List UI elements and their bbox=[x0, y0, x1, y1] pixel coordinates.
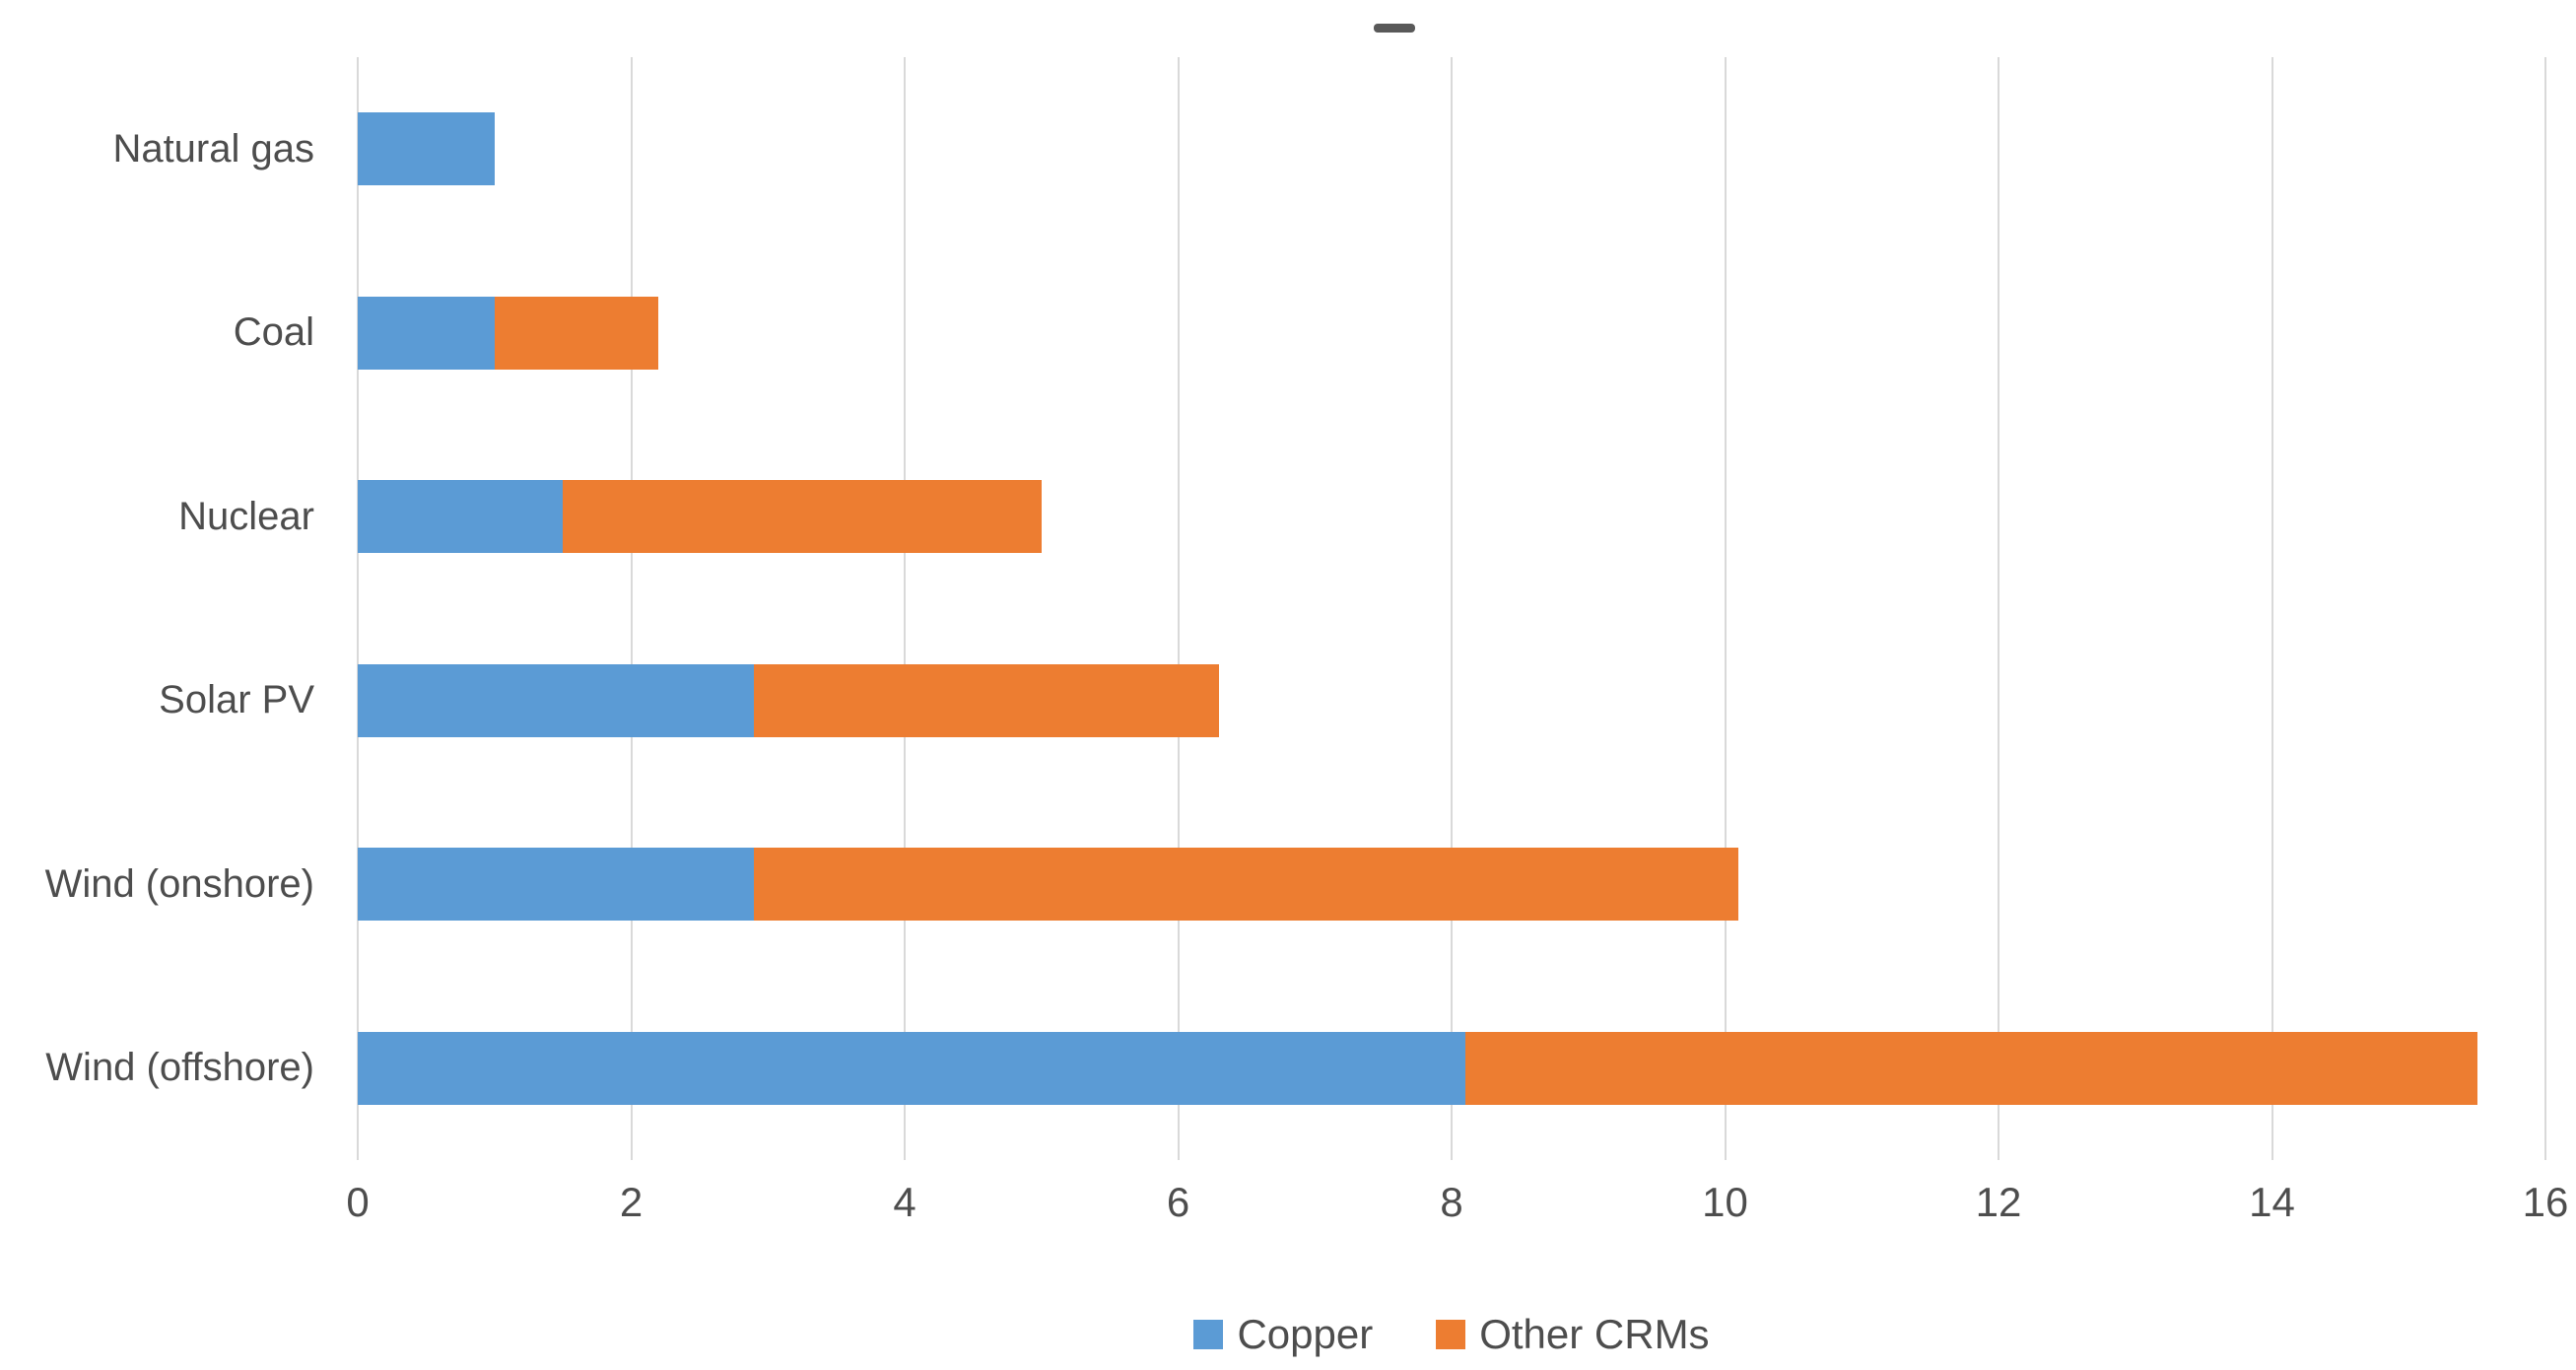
bar-segment-wind-onshore-copper bbox=[358, 848, 755, 922]
plot-area bbox=[357, 57, 2546, 1160]
gridline-x-8 bbox=[1451, 57, 1453, 1160]
chart-title-dash bbox=[1374, 24, 1415, 33]
category-label-solar-pv: Solar PV bbox=[159, 678, 314, 722]
bar-segment-wind-onshore-other-crms bbox=[754, 848, 1739, 922]
gridline-x-0 bbox=[357, 57, 359, 1160]
bar-segment-wind-offshore-copper bbox=[358, 1031, 1465, 1105]
legend-swatch-icon bbox=[1193, 1320, 1224, 1349]
gridline-x-6 bbox=[1177, 57, 1180, 1160]
bar-segment-coal-copper bbox=[358, 296, 495, 370]
gridline-x-16 bbox=[2544, 57, 2546, 1160]
category-label-wind-offshore: Wind (offshore) bbox=[45, 1046, 314, 1090]
legend: Copper Other CRMs bbox=[358, 1307, 2545, 1362]
bar-segment-solar-pv-copper bbox=[358, 663, 755, 737]
category-label-coal: Coal bbox=[233, 310, 314, 355]
legend-label: Other CRMs bbox=[1479, 1311, 1710, 1357]
x-tick-label-16: 16 bbox=[2522, 1179, 2569, 1225]
gridline-x-14 bbox=[2271, 57, 2273, 1160]
x-tick-label-10: 10 bbox=[1702, 1179, 1748, 1225]
legend-item-other-crms: Other CRMs bbox=[1436, 1311, 1710, 1358]
x-tick-label-6: 6 bbox=[1166, 1179, 1190, 1225]
bar-segment-natural-gas-copper bbox=[358, 112, 495, 186]
bar-segment-solar-pv-other-crms bbox=[754, 663, 1220, 737]
legend-swatch-icon bbox=[1436, 1320, 1466, 1349]
x-tick-label-8: 8 bbox=[1440, 1179, 1463, 1225]
category-label-wind-onshore: Wind (onshore) bbox=[44, 861, 314, 906]
bar-segment-nuclear-other-crms bbox=[563, 480, 1042, 554]
gridline-x-12 bbox=[1998, 57, 2000, 1160]
category-axis: Natural gas Coal Nuclear Solar PV Wind (onsh… bbox=[0, 57, 336, 1160]
legend-label: Copper bbox=[1237, 1311, 1374, 1357]
x-tick-label-2: 2 bbox=[619, 1179, 644, 1225]
gridline-x-10 bbox=[1724, 57, 1727, 1160]
gridline-x-2 bbox=[630, 57, 633, 1160]
category-label-nuclear: Nuclear bbox=[178, 494, 314, 538]
legend-item-copper: Copper bbox=[1193, 1311, 1373, 1358]
value-axis: 0 2 4 6 8 10 12 14 16 bbox=[346, 1179, 2568, 1238]
x-tick-label-12: 12 bbox=[1975, 1179, 2022, 1225]
bar-segment-nuclear-copper bbox=[358, 480, 564, 554]
bar-segment-wind-offshore-other-crms bbox=[1464, 1031, 2477, 1105]
x-tick-label-4: 4 bbox=[893, 1179, 916, 1225]
bar-segment-coal-other-crms bbox=[494, 296, 659, 370]
category-label-natural-gas: Natural gas bbox=[112, 126, 314, 171]
gridline-x-4 bbox=[904, 57, 906, 1160]
x-tick-label-14: 14 bbox=[2249, 1179, 2295, 1225]
x-tick-label-0: 0 bbox=[346, 1179, 370, 1225]
